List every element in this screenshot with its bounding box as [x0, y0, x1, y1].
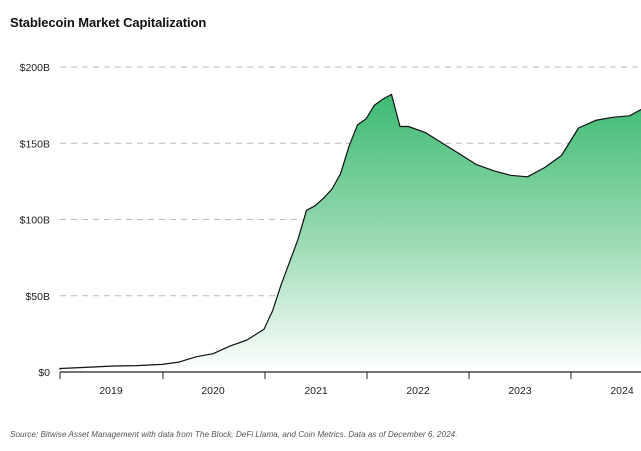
x-tick-label: 2024	[610, 385, 634, 397]
x-tick-label: 2022	[406, 385, 430, 397]
axes: 2019 2020 2021 2022 2023 2024	[59, 371, 641, 397]
y-tick-label: $0	[38, 367, 50, 379]
series-line	[59, 93, 641, 370]
y-tick-label: $200B	[20, 62, 50, 74]
x-tick-label: 2019	[99, 385, 123, 397]
y-tick-label: $150B	[20, 138, 50, 150]
y-tick-label: $50B	[25, 291, 50, 303]
area-fill	[60, 94, 641, 372]
x-tick-label: 2021	[304, 385, 328, 397]
chart-title: Stablecoin Market Capitalization	[10, 15, 207, 30]
y-tick-label: $100B	[20, 215, 50, 227]
area-series	[59, 93, 641, 372]
x-tick-label: 2020	[201, 385, 225, 397]
x-tick-label: 2023	[508, 385, 532, 397]
source-note: Source: Bitwise Asset Management with da…	[10, 430, 458, 439]
